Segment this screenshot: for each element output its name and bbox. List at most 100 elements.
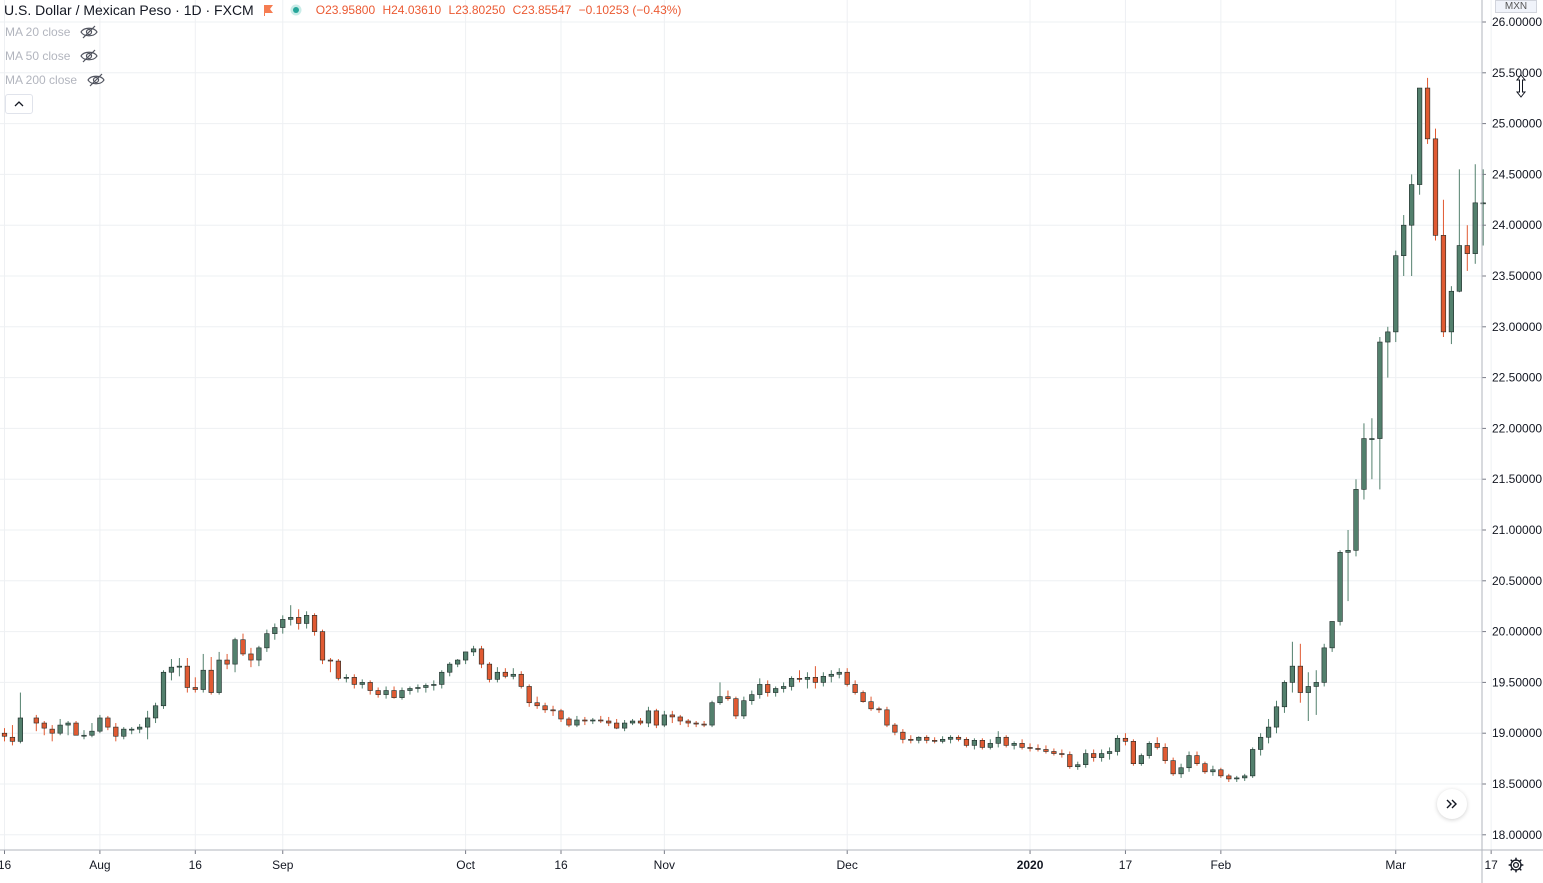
candle (264, 629, 270, 652)
candle (574, 715, 580, 728)
candle-body (1099, 753, 1105, 758)
candle (1480, 169, 1486, 246)
candle-body (1051, 751, 1057, 754)
candle-body (614, 722, 620, 729)
candle (717, 682, 723, 705)
price-label: 24.50000 (1492, 167, 1542, 181)
time-label: Feb (1211, 858, 1232, 872)
candle-body (1464, 245, 1470, 254)
resize-cursor-icon (1515, 74, 1527, 98)
candle-body (208, 669, 214, 693)
candle-body (1265, 726, 1272, 738)
candle-body (288, 617, 294, 620)
candle (1353, 479, 1359, 557)
candle (200, 653, 206, 693)
candle-body (423, 685, 429, 688)
candle-body (884, 709, 890, 726)
candle-body (606, 720, 612, 724)
time-label: Oct (456, 858, 475, 872)
candle (1432, 128, 1439, 241)
eye-off-icon[interactable] (80, 49, 99, 63)
candle (89, 723, 95, 738)
collapse-legend-button[interactable] (5, 94, 33, 114)
candle (749, 690, 755, 705)
candle-body (1178, 767, 1184, 775)
candle (1, 728, 8, 742)
candle-body (439, 671, 445, 685)
candle (741, 696, 747, 719)
candle (852, 680, 858, 695)
candle (1091, 749, 1097, 762)
candle (1194, 751, 1200, 766)
candle-body (852, 684, 858, 693)
candle-body (709, 702, 715, 726)
candle-body (1480, 202, 1486, 205)
candle (1409, 174, 1415, 276)
candle-body (200, 669, 206, 690)
candle (1281, 680, 1288, 713)
candle (137, 724, 143, 734)
candle-body (1321, 647, 1327, 683)
low-value: L23.80250 (448, 3, 506, 17)
candle (415, 684, 421, 693)
candle (1186, 751, 1192, 772)
candle (152, 702, 159, 724)
candle-body (1297, 665, 1303, 693)
candle (780, 682, 787, 693)
price-label: 19.00000 (1492, 726, 1542, 740)
scroll-to-realtime-button[interactable] (1437, 789, 1467, 819)
candle (399, 687, 405, 700)
candle (240, 633, 246, 656)
candle (804, 672, 811, 689)
symbol-title[interactable]: U.S. Dollar / Mexican Peso · 1D · FXCM (4, 2, 254, 18)
chart-settings-button[interactable] (1506, 855, 1526, 875)
candle-body (1424, 87, 1431, 140)
eye-off-icon[interactable] (80, 25, 99, 39)
candle (33, 714, 39, 732)
candle (272, 623, 278, 640)
candle (1321, 643, 1327, 687)
grid-lines (0, 0, 1492, 850)
candle (232, 637, 238, 673)
candle (383, 686, 389, 699)
candle (1099, 749, 1105, 762)
candle-body (407, 688, 413, 691)
indicator-label: MA 50 close (5, 49, 71, 63)
indicator-ma-50[interactable]: MA 50 close (5, 48, 99, 64)
candle-body (661, 714, 667, 726)
candle-body (773, 688, 779, 693)
candle (470, 645, 477, 656)
indicator-ma-200[interactable]: MA 200 close (5, 72, 105, 88)
candle (987, 739, 993, 750)
candle (1385, 326, 1391, 378)
candle-body (168, 666, 175, 673)
candle-body (1353, 489, 1359, 551)
candle-body (621, 722, 628, 729)
candle-body (1385, 331, 1391, 343)
price-label: 18.50000 (1492, 777, 1542, 791)
candle (1114, 735, 1121, 756)
candle-body (478, 648, 485, 665)
change-value: −0.10253 (−0.43%) (578, 3, 682, 17)
candle (1210, 765, 1216, 776)
candle-body (359, 682, 365, 685)
candle (391, 686, 397, 699)
candle (709, 700, 715, 728)
price-label: 24.00000 (1492, 218, 1542, 232)
candle-body (1075, 764, 1081, 768)
candle (168, 659, 175, 681)
candle-body (17, 717, 24, 742)
candle-body (1170, 760, 1176, 775)
candle (216, 651, 222, 695)
candle-body (1146, 743, 1152, 756)
flag-icon[interactable] (263, 4, 274, 16)
candle-body (89, 730, 95, 736)
candle (947, 735, 954, 744)
candle (796, 670, 803, 683)
indicator-ma-20[interactable]: MA 20 close (5, 24, 99, 40)
candle (1019, 739, 1025, 750)
eye-off-icon[interactable] (87, 73, 105, 87)
candle (375, 687, 381, 698)
